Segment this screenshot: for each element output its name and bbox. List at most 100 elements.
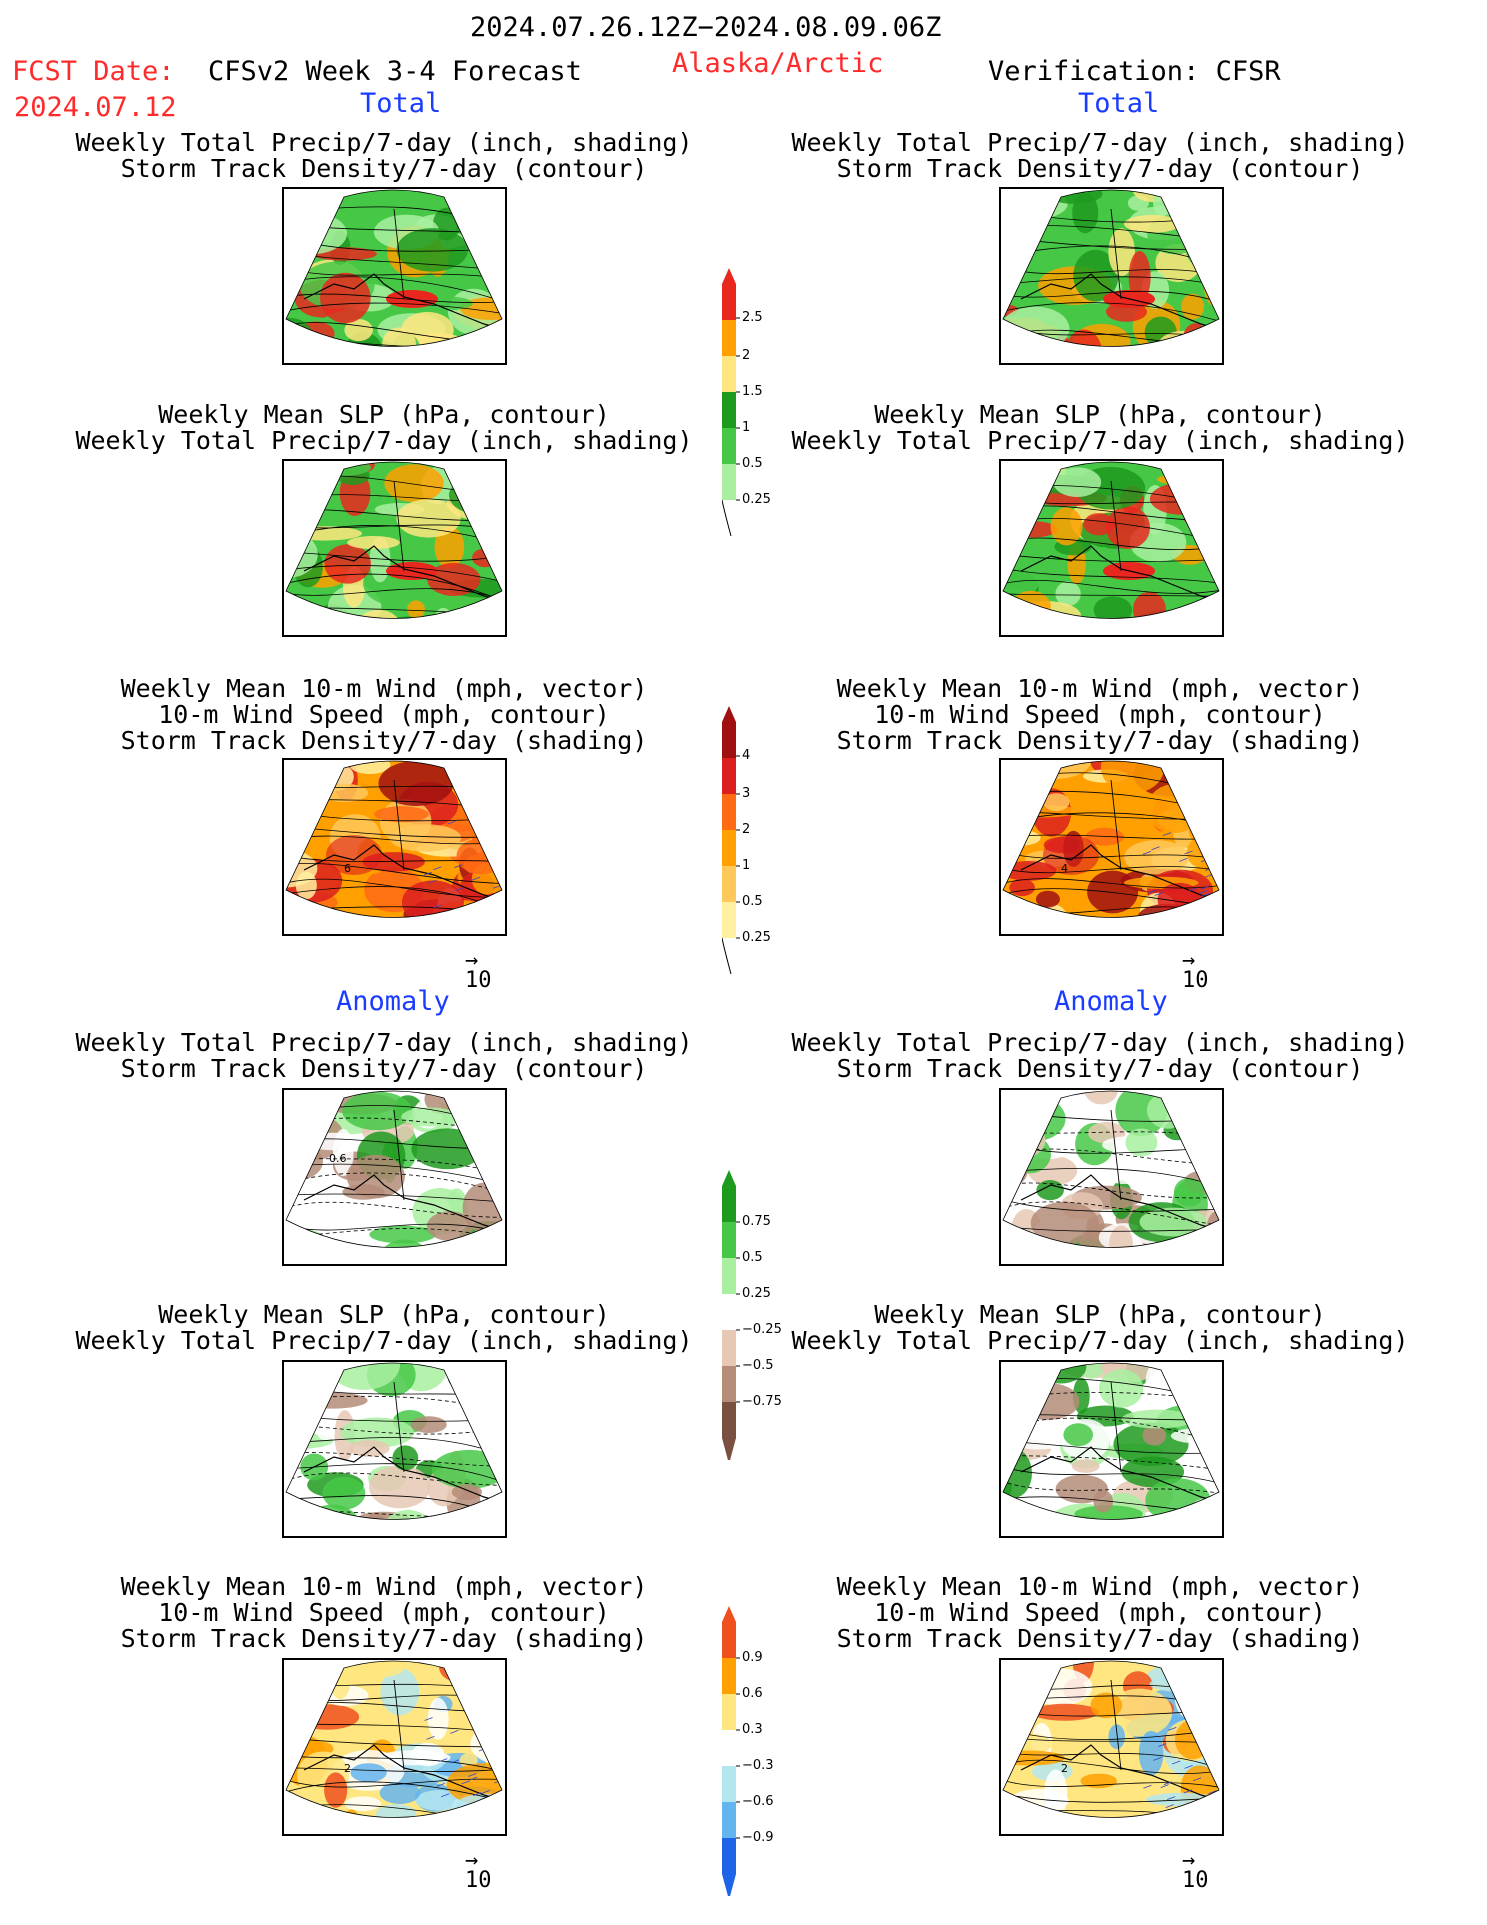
map-outline [1002,1660,1220,1818]
shading-blob [324,544,371,584]
colorbar-swatch [722,1294,736,1330]
colorbar-label: −0.6 [742,1794,774,1809]
shading-blob [1149,1675,1219,1693]
shading-blob [1053,467,1102,498]
shading-blob [316,1423,336,1441]
shading-blob [1183,510,1219,528]
wind-vector [1171,1760,1181,1765]
shading-blob [1093,596,1133,619]
shading-blob [1146,784,1203,833]
contour-line [1003,579,1219,594]
map-graphic [285,189,503,347]
shading-blob [1153,617,1211,619]
colorbar-swatch [722,794,736,830]
shading-blob [455,1363,498,1384]
map-anom-slp-forecast [282,1360,507,1538]
shading-blob [1176,190,1198,224]
wind-vector [1184,850,1193,855]
wind-vector [1196,1814,1206,1818]
colorbar-label: 1 [742,420,751,435]
shading-blob [1003,343,1022,347]
map-anom-precip-forecast: 0.6 [282,1088,507,1266]
wind-vector [1153,1757,1162,1761]
shading-blob [1019,191,1052,225]
contour-line [286,1463,502,1484]
shading-blob [1030,1201,1099,1245]
shading-blob [456,196,502,218]
wind-vector [424,1717,433,1721]
wind-vector [439,1758,448,1763]
colorbar-swatch [722,284,736,320]
contour-value-label: 2 [344,1762,351,1775]
colorbar-label: 0.5 [742,894,763,909]
shading-blob [1003,1385,1040,1430]
shading-blob [451,1484,482,1500]
ref-vector-anom-left: → 10 [465,1848,492,1894]
arrow-icon: → [465,1848,479,1873]
map-outline [285,461,503,619]
wind-vector [433,904,442,909]
shading-blob [477,520,502,552]
wind-vector [1200,1815,1209,1818]
border-line [393,208,405,300]
shading-blob [324,1772,348,1808]
wind-vector [495,871,502,875]
colorbar-label: 1 [742,858,751,873]
caption-r2-a: Weekly Mean SLP (hPa, contour) [874,400,1326,429]
coastline [303,273,502,330]
colorbar-swatch [722,428,736,464]
wind-vector [1188,887,1198,892]
caption-l1-b: Storm Track Density/7-day (contour) [120,154,648,183]
colorbar-swatch [722,758,736,794]
colorbar-cap [722,1874,736,1900]
colorbar-label: 0.75 [742,1214,771,1229]
wind-vector [1208,1790,1217,1795]
section-anomaly-right: Anomaly [1054,986,1168,1017]
contour-line [1003,1465,1219,1485]
shading-blob [286,1372,331,1388]
wind-vector [1205,1722,1214,1727]
shading-blob [342,1091,413,1131]
shading-blob [1043,835,1099,875]
shading-blob [1196,912,1213,918]
shading-blob [1084,1091,1118,1105]
shading-blob [380,1668,420,1716]
map-graphic [285,1362,503,1520]
contour-value-label: 0.6 [329,1152,347,1165]
shading-blob [1015,1382,1080,1420]
map-outline [1002,760,1220,918]
colorbar-label: 4 [742,748,751,763]
shading-blob [455,334,502,347]
contour-line [1003,1751,1219,1770]
colorbar-label: −0.5 [742,1358,774,1373]
contour-line [286,1755,502,1773]
shading-blob [1027,764,1053,781]
ref-vector-anom-right: → 10 [1182,1850,1209,1894]
colorbar-cap [722,1438,736,1464]
border-line [1110,779,1122,871]
contour-value-label: 2 [1061,1762,1068,1775]
border-line [1110,1679,1122,1771]
shading-blob [1138,1730,1164,1776]
border-line [393,480,405,572]
colorbar-label: 3 [742,786,751,801]
map-outline [1002,189,1220,347]
contour-line [1003,1779,1219,1789]
wind-vector [461,1780,470,1785]
colorbar-label: 0.3 [742,1722,763,1737]
shading-blob [1149,482,1217,515]
contour-line [286,1223,502,1234]
shading-blob [458,1111,477,1127]
wind-vector [490,904,499,908]
wind-vector [468,1773,477,1777]
wind-vector [1154,892,1163,896]
caption-l6-c: Storm Track Density/7-day (shading) [120,1624,648,1653]
map-total-slp-verification [999,459,1224,637]
wind-vector [436,1782,445,1787]
shading-blob [344,1796,382,1812]
shading-blob [1035,890,1060,908]
wind-vector [1184,1765,1193,1769]
wind-vector [1142,851,1151,855]
caption-r6-b: 10-m Wind Speed (mph, contour) [874,1598,1326,1627]
border-line [1110,208,1122,300]
